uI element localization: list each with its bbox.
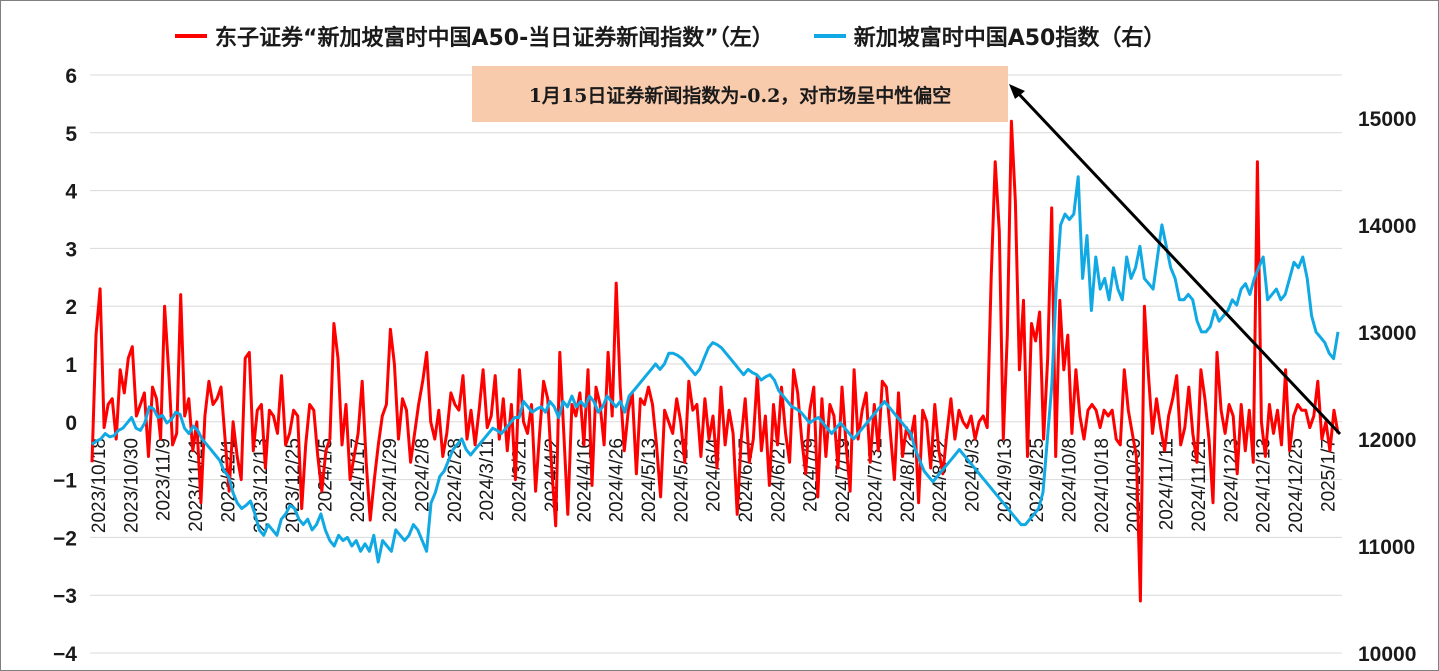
x-axis-ticks: 2023/10/18 2023/10/30 2023/11/9 2023/11/21 2… — [89, 438, 1339, 534]
x-tick-label: 2024/4/26 — [607, 438, 628, 523]
y-left-tick-label: 5 — [65, 123, 77, 146]
x-tick-label: 2024/10/30 — [1124, 438, 1145, 533]
x-tick-label: 2024/11/21 — [1189, 438, 1210, 532]
y-left-tick-label: 3 — [65, 238, 77, 261]
legend-label-series2: 新加坡富时中国A50指数（右） — [853, 26, 1166, 51]
annotation-arrow — [1009, 84, 1342, 436]
x-tick-label: 2023/10/18 — [89, 438, 110, 533]
series-line-news-index — [90, 119, 1340, 603]
y-axis-right: 15000 14000 13000 12000 11000 10000 — [1358, 108, 1416, 666]
y-axis-left: 6 5 4 3 2 1 0 −1 −2 −3 −4 — [53, 65, 77, 666]
x-tick-label: 2024/12/25 — [1286, 438, 1307, 533]
series-line-a50-index — [91, 175, 1340, 564]
y-left-tick-label: −3 — [53, 585, 77, 608]
series-lines — [90, 119, 1340, 603]
legend-label-series1: 东子证券“新加坡富时中国A50-当日证券新闻指数”（左） — [215, 26, 774, 51]
x-tick-label: 2024/5/13 — [639, 438, 660, 523]
annotation-callout: 1月15日证券新闻指数为-0.2，对市场呈中性偏空 — [472, 66, 1008, 122]
legend-swatch-red — [175, 34, 207, 38]
legend: 东子证券“新加坡富时中国A50-当日证券新闻指数”（左） 新加坡富时中国A50指… — [175, 20, 1205, 52]
y-right-tick-label: 15000 — [1358, 108, 1416, 131]
grid-lines — [90, 74, 1342, 654]
y-left-tick-label: 6 — [65, 65, 77, 88]
legend-item-series2: 新加坡富时中国A50指数（右） — [813, 20, 1166, 52]
x-tick-label: 2024/9/13 — [995, 438, 1016, 523]
x-tick-label: 2024/5/23 — [671, 438, 692, 523]
legend-swatch-blue — [813, 34, 846, 38]
x-tick-label: 2024/10/18 — [1092, 438, 1113, 533]
y-left-tick-label: −1 — [53, 470, 77, 493]
x-tick-label: 2024/12/13 — [1254, 438, 1275, 533]
y-right-tick-label: 14000 — [1358, 215, 1416, 238]
y-right-tick-label: 10000 — [1358, 643, 1416, 666]
y-left-tick-label: 1 — [65, 354, 77, 377]
y-left-tick-label: −4 — [53, 643, 77, 666]
x-tick-label: 2024/2/8 — [413, 438, 434, 512]
x-tick-label: 2025/1/7 — [1318, 438, 1339, 512]
arrow-head — [1009, 84, 1025, 99]
y-left-tick-label: 4 — [65, 181, 77, 204]
x-tick-label: 2024/8/22 — [930, 438, 951, 523]
x-tick-label: 2024/10/8 — [1060, 438, 1081, 523]
x-tick-label: 2024/9/3 — [962, 438, 983, 512]
y-right-tick-label: 12000 — [1358, 429, 1416, 452]
x-tick-label: 2023/11/9 — [154, 438, 175, 521]
arrow-line — [1015, 90, 1342, 436]
y-right-tick-label: 11000 — [1358, 536, 1415, 559]
x-tick-label: 2023/10/30 — [121, 438, 142, 533]
x-tick-label: 2024/9/25 — [1027, 438, 1048, 523]
legend-item-series1: 东子证券“新加坡富时中国A50-当日证券新闻指数”（左） — [175, 20, 774, 52]
y-left-tick-label: −2 — [53, 527, 77, 550]
x-tick-label: 2024/11/11 — [1157, 438, 1178, 530]
x-tick-label: 2024/3/11 — [477, 438, 498, 521]
y-left-tick-label: 2 — [65, 296, 77, 319]
y-left-tick-label: 0 — [65, 412, 77, 435]
x-tick-label: 2024/2/28 — [445, 438, 466, 523]
x-tick-label: 2023/12/13 — [251, 438, 272, 533]
y-right-tick-label: 13000 — [1358, 322, 1416, 345]
x-tick-label: 2024/1/5 — [315, 438, 336, 512]
x-tick-label: 2024/8/12 — [898, 438, 919, 523]
x-tick-label: 2024/1/29 — [380, 438, 401, 523]
x-tick-label: 2024/6/4 — [704, 438, 725, 512]
x-tick-label: 2024/6/27 — [768, 438, 789, 523]
